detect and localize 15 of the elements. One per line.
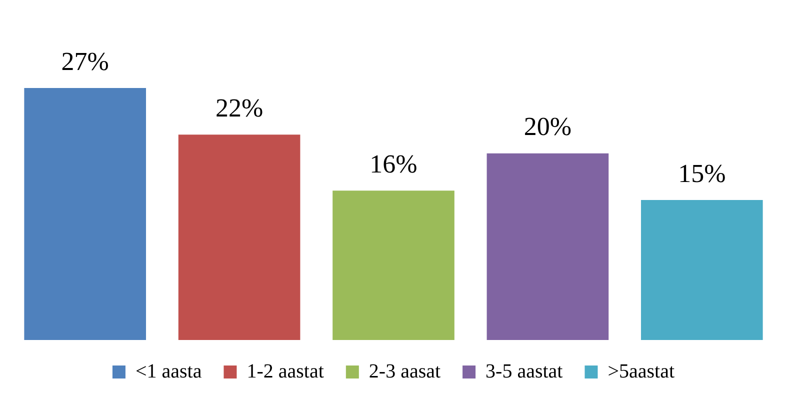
data-label: 20% (524, 112, 572, 142)
data-label: 16% (370, 149, 418, 178)
legend-label: >5aastat (608, 360, 675, 382)
legend-label: <1 aasta (135, 360, 202, 382)
legend-label: 3-5 aastat (486, 360, 564, 382)
legend-label: 1-2 aastat (246, 360, 324, 382)
bar (178, 134, 300, 340)
data-label: 15% (678, 158, 726, 188)
legend-label: 2-3 aasat (368, 360, 441, 382)
bar (486, 153, 609, 340)
data-label: 22% (215, 93, 264, 122)
bar (332, 190, 454, 340)
bar (24, 88, 146, 340)
bar (640, 200, 763, 340)
data-label: 27% (61, 46, 109, 76)
